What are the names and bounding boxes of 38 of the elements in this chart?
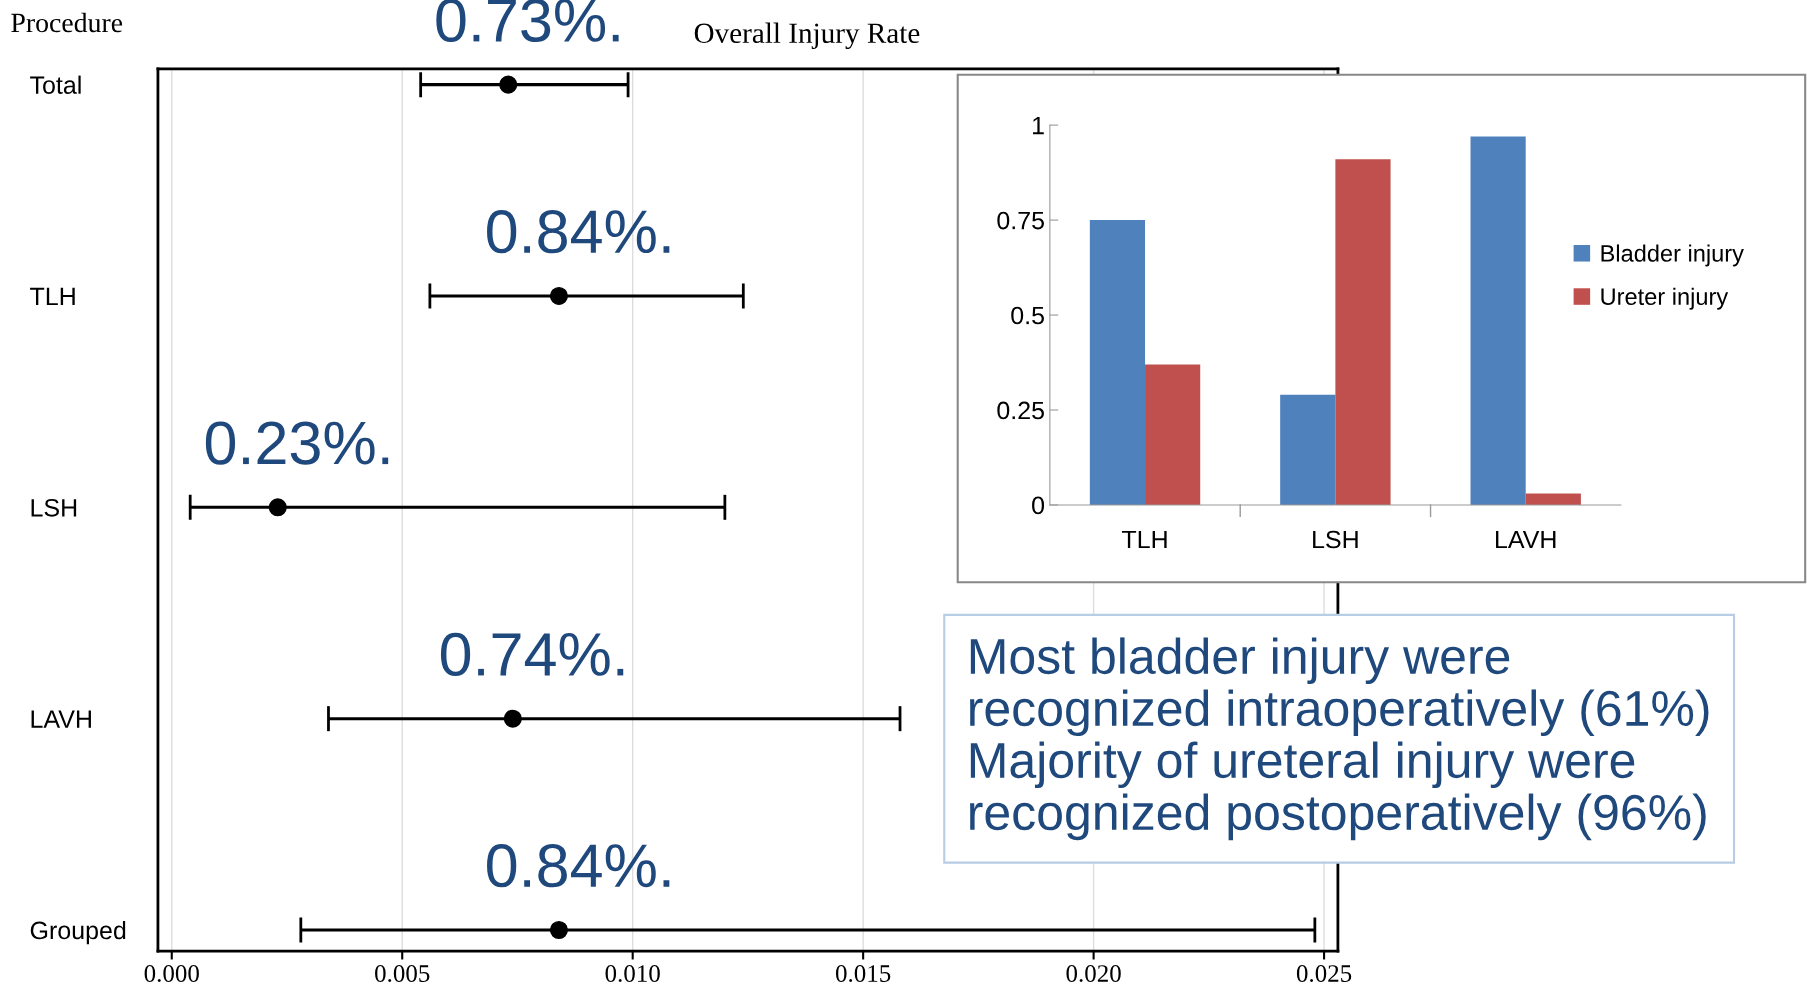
x-tick-label: 0.010 (605, 965, 660, 983)
annotation: 0.74%. (440, 632, 624, 677)
y-tick-label: LSH (31, 498, 77, 517)
bar (1145, 364, 1201, 505)
legend-label: Ureter injury (1601, 287, 1729, 310)
point (499, 75, 518, 94)
bar (1089, 220, 1146, 505)
annotation: 0.84%. (487, 844, 670, 888)
x-tick-label: 0.015 (835, 965, 891, 983)
point (503, 709, 522, 728)
y-tick-label: 0.25 (997, 401, 1044, 420)
y-tick-label: TLH (30, 287, 75, 306)
y-tick-label: Total (30, 75, 81, 94)
point (549, 920, 568, 940)
x-tick-label: LAVH (1496, 530, 1556, 549)
bar (1280, 394, 1336, 505)
point (549, 286, 568, 306)
y-tick-label: LAVH (31, 710, 91, 728)
x-tick-label: 0.005 (375, 965, 430, 983)
y-tick-label: 0 (1032, 496, 1045, 515)
bar (1470, 136, 1526, 505)
y-axis-title: Procedure (11, 12, 123, 33)
y-tick-label: 1 (1033, 116, 1044, 135)
x-tick-label: TLH (1121, 530, 1167, 549)
legend-label: Bladder injury (1601, 244, 1744, 267)
bar (1335, 159, 1391, 505)
annotation: 0.23%. (205, 421, 389, 465)
y-tick-label: 0.75 (997, 211, 1044, 230)
x-tick-label: 0.000 (144, 965, 199, 983)
x-tick-label: LSH (1313, 530, 1358, 549)
x-tick-label: 0.025 (1296, 965, 1352, 983)
x-tick-label: 0.020 (1066, 965, 1121, 983)
y-tick-label: 0.5 (1011, 306, 1044, 325)
y-tick-label: Grouped (30, 920, 126, 945)
annotation: 0.84%. (487, 210, 670, 254)
annotation: Most bladder injury were recognized intraoperatively (61%) Majority of ureteral injury were recognized postoperatively (96%) (970, 637, 1709, 841)
chart-title: Overall Injury Rate (694, 22, 920, 50)
point (268, 498, 287, 517)
